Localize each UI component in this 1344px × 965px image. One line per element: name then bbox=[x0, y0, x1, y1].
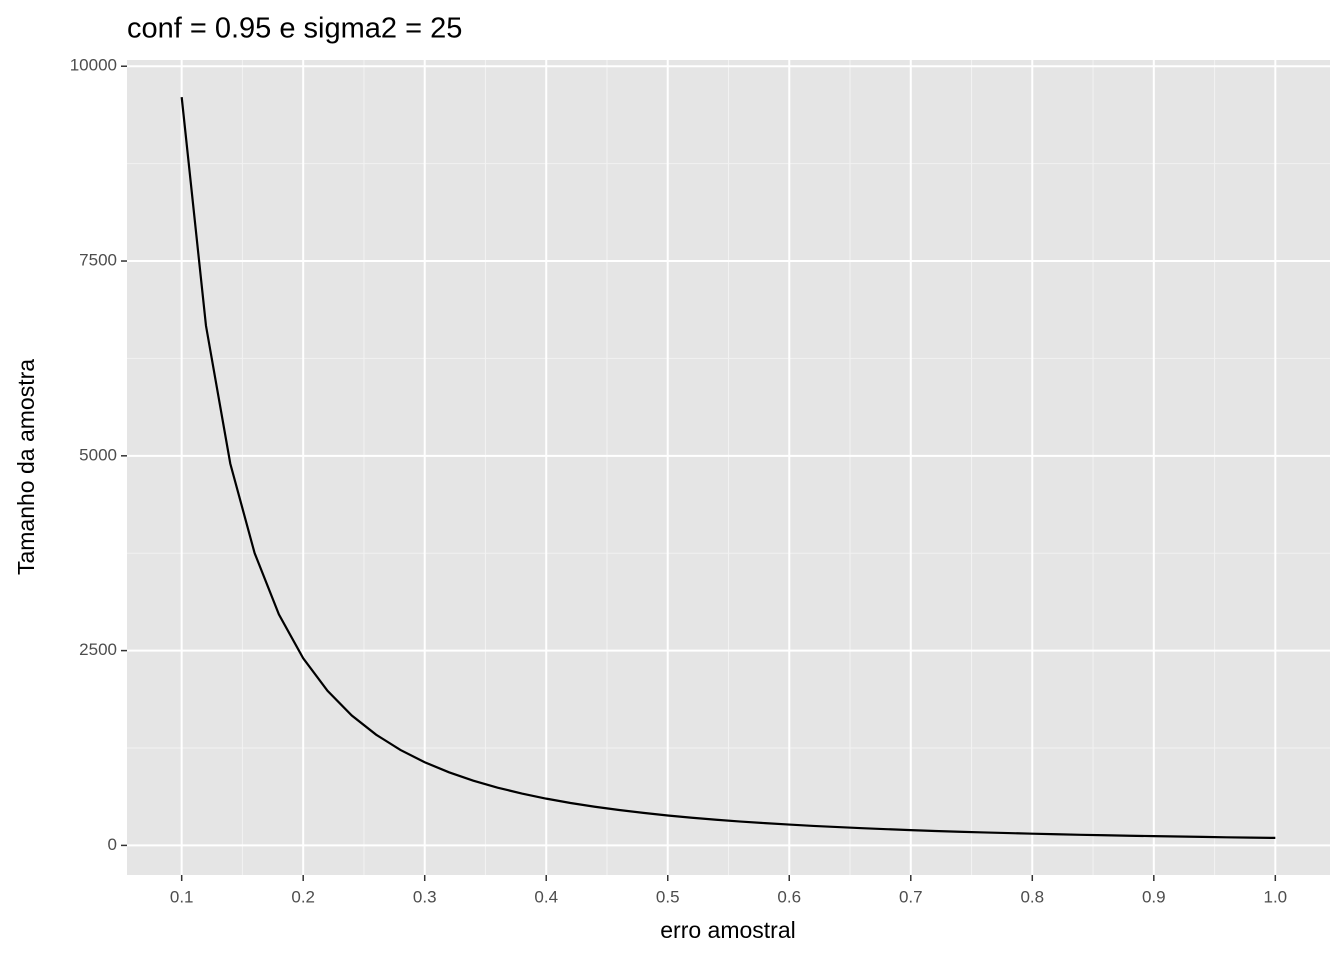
x-tick-label: 0.9 bbox=[1142, 887, 1166, 906]
x-tick-label: 0.4 bbox=[534, 887, 558, 906]
x-axis-title: erro amostral bbox=[660, 917, 795, 943]
x-tick-label: 0.5 bbox=[656, 887, 680, 906]
x-tick-label: 0.1 bbox=[170, 887, 194, 906]
y-tick-label: 5000 bbox=[79, 445, 117, 464]
y-tick-label: 10000 bbox=[70, 56, 117, 75]
x-tick-label: 0.3 bbox=[413, 887, 437, 906]
chart-title: conf = 0.95 e sigma2 = 25 bbox=[127, 13, 462, 45]
y-tick-label: 2500 bbox=[79, 640, 117, 659]
x-tick-label: 0.7 bbox=[899, 887, 923, 906]
x-tick-label: 0.6 bbox=[777, 887, 801, 906]
y-tick-label: 0 bbox=[108, 835, 117, 854]
line bbox=[180, 96, 1276, 840]
x-tick-label: 0.8 bbox=[1020, 887, 1044, 906]
y-tick-label: 7500 bbox=[79, 251, 117, 270]
x-tick-label: 0.2 bbox=[291, 887, 315, 906]
x-tick-label: 1.0 bbox=[1263, 887, 1287, 906]
y-axis-title: Tamanho da amostra bbox=[13, 359, 39, 575]
